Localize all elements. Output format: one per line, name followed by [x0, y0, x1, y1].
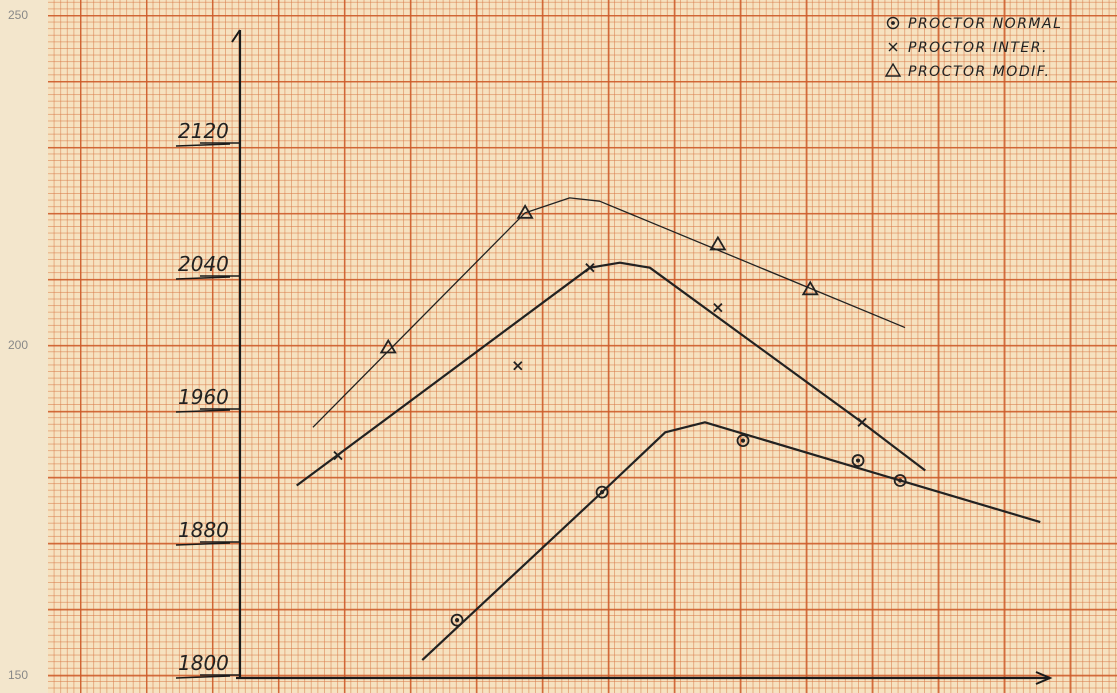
paper-scale-label: 250 — [8, 8, 28, 22]
marker-cross — [889, 43, 897, 51]
y-tick-underline — [176, 144, 230, 146]
legend-label: PROCTOR MODIF. — [908, 64, 1050, 80]
y-tick-underline — [176, 410, 230, 412]
fitted-curve — [422, 422, 1040, 660]
chart: 150 200 250 1800 1880 1960 2040 2120 PROCTOR NOR… — [0, 0, 1117, 693]
marker-dot — [899, 479, 901, 481]
marker-circle — [738, 435, 749, 446]
marker-dot — [892, 22, 894, 24]
y-tick-label: 1880 — [178, 518, 229, 542]
marker-circle — [597, 487, 608, 498]
y-tick-underline — [176, 277, 230, 279]
legend-label: PROCTOR NORMAL — [908, 16, 1062, 32]
y-tick-underline — [176, 543, 230, 545]
legend-label: PROCTOR INTER. — [908, 40, 1048, 56]
marker-dot — [742, 439, 744, 441]
fitted-curve — [297, 263, 926, 486]
y-tick-label: 1960 — [178, 385, 229, 409]
marker-circle — [853, 455, 864, 466]
y-tick-label: 2040 — [178, 252, 229, 276]
marker-circle — [452, 615, 463, 626]
marker-cross — [514, 362, 522, 370]
marker-cross — [714, 304, 722, 312]
marker-dot — [456, 619, 458, 621]
y-axis-arrow — [232, 30, 240, 42]
paper-scale-label: 200 — [8, 338, 28, 352]
marker-dot — [857, 459, 859, 461]
paper-scale-label: 150 — [8, 668, 28, 682]
marker-circle — [888, 18, 899, 29]
y-tick-label: 1800 — [178, 651, 229, 675]
y-tick-underline — [176, 676, 230, 678]
y-tick-label: 2120 — [178, 119, 229, 143]
fitted-curve — [313, 198, 905, 427]
marker-dot — [601, 491, 603, 493]
marker-cross — [858, 418, 866, 426]
marker-triangle — [886, 64, 900, 76]
page: 150 200 250 1800 1880 1960 2040 2120 PROCTOR NOR… — [0, 0, 1117, 693]
